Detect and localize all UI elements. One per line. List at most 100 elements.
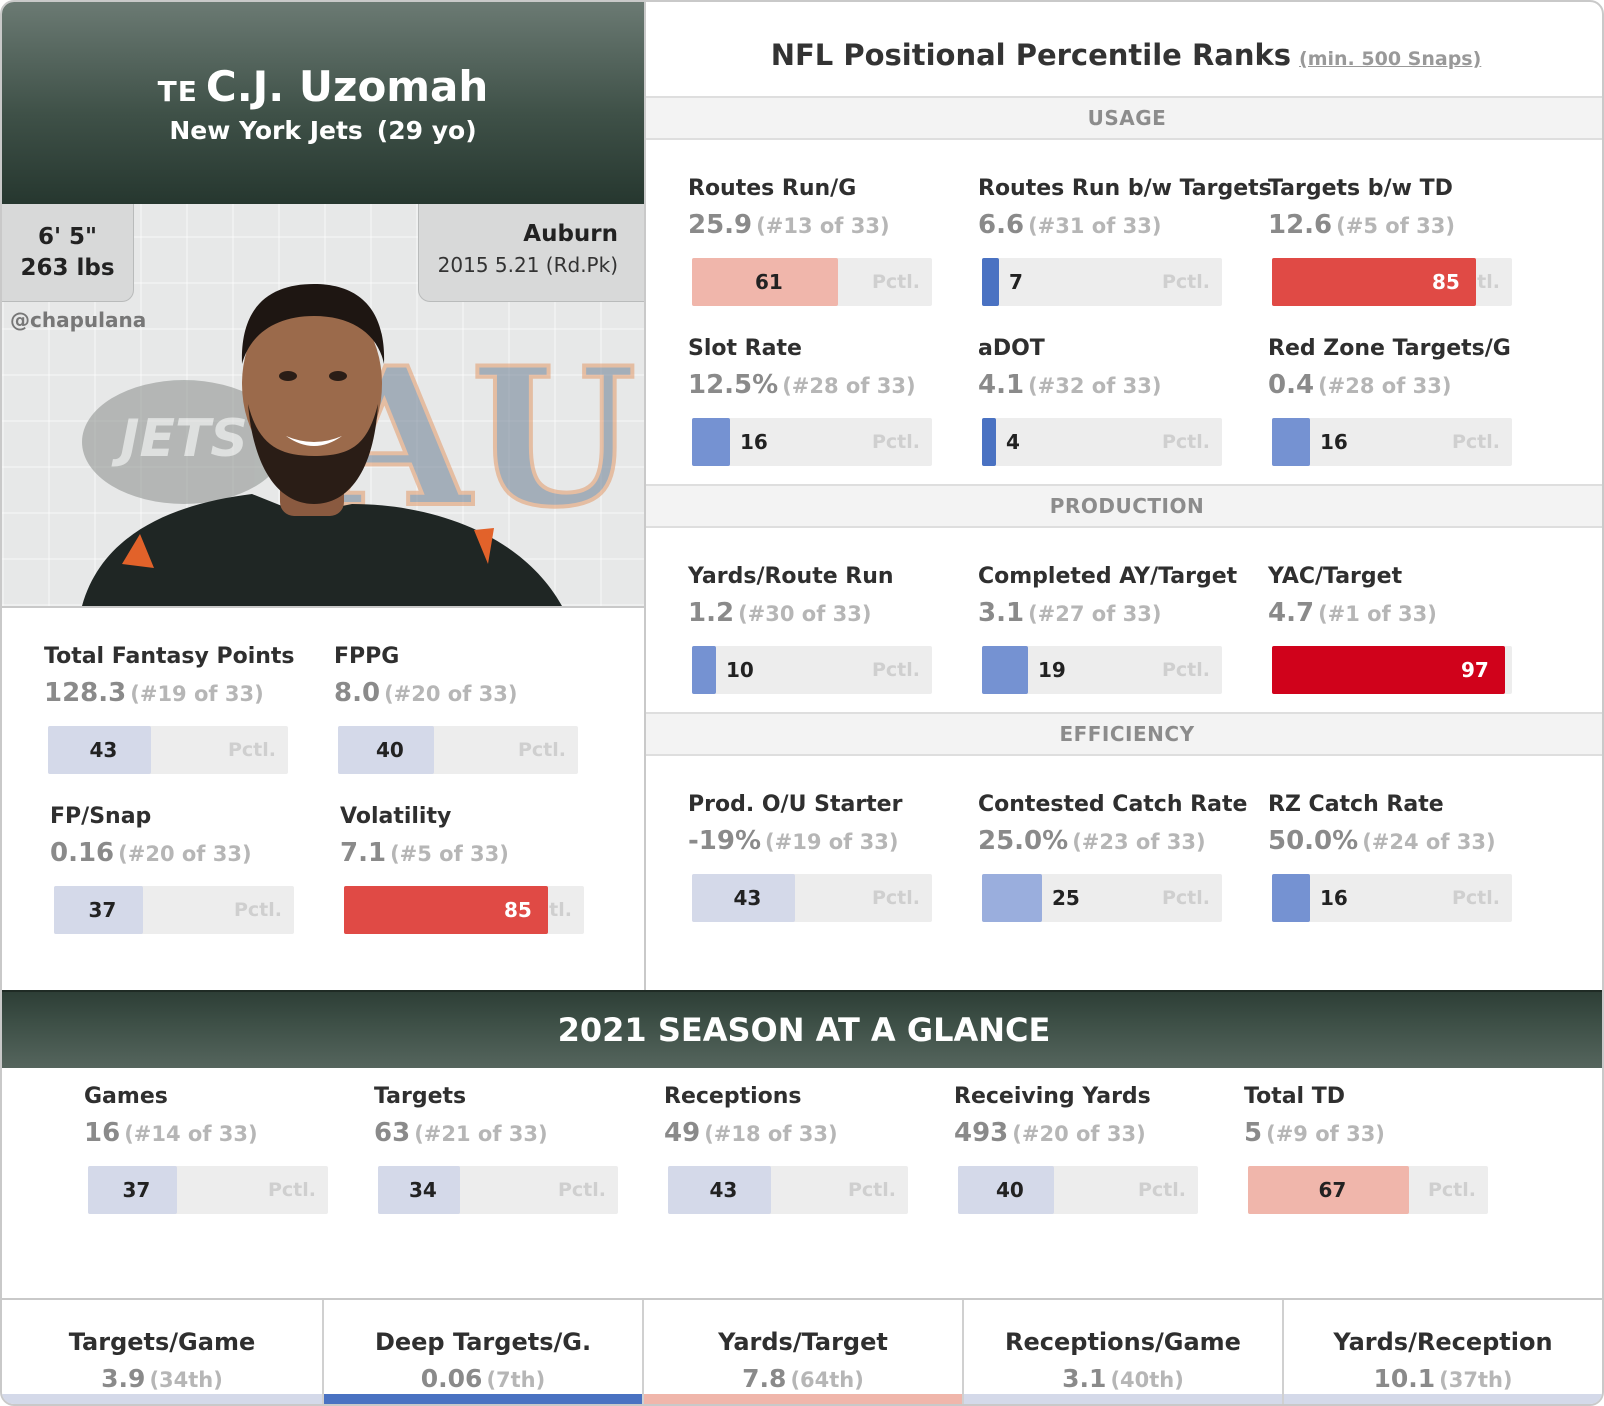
metric-widget: Slot Rate 12.5% (#28 of 33) Pctl. 16 bbox=[688, 336, 938, 466]
metric-value-line: 12.6 (#5 of 33) bbox=[1268, 210, 1455, 240]
percentile-bar: Pctl. 40 bbox=[338, 726, 578, 774]
metric-value-line: 49 (#18 of 33) bbox=[664, 1118, 838, 1148]
metric-label: Red Zone Targets/G bbox=[1268, 336, 1511, 361]
rate-stat-value: 3.1 bbox=[1062, 1364, 1107, 1393]
section-header-usage: USAGE bbox=[646, 96, 1602, 140]
metric-value: 3.1 bbox=[978, 598, 1025, 628]
percentile-value: 67 bbox=[1318, 1178, 1347, 1202]
ranks-title: NFL Positional Percentile Ranks bbox=[770, 38, 1292, 72]
percentile-bar: Pctl. 34 bbox=[378, 1166, 618, 1214]
metric-value-line: -19% (#19 of 33) bbox=[688, 826, 898, 856]
metric-rank: (#30 of 33) bbox=[738, 602, 872, 626]
metric-value: 4.1 bbox=[978, 370, 1025, 400]
rate-stat-color-bar bbox=[644, 1394, 962, 1404]
percentile-bar: Pctl. 61 bbox=[692, 258, 932, 306]
metric-value: 8.0 bbox=[334, 678, 381, 708]
metric-label: Routes Run b/w Targets bbox=[978, 176, 1272, 201]
player-photo-area: JETS AU 6' 5" 263 lbs Au bbox=[2, 204, 644, 606]
metric-value-line: 1.2 (#30 of 33) bbox=[688, 598, 872, 628]
player-photo: JETS AU bbox=[82, 284, 639, 606]
metric-value: 7.1 bbox=[340, 838, 387, 868]
metric-label: Targets b/w TD bbox=[1268, 176, 1453, 201]
metric-label: Receptions bbox=[664, 1084, 802, 1109]
rate-stat-label: Yards/Target bbox=[718, 1328, 888, 1356]
percentile-bar-caption: Pctl. bbox=[517, 739, 566, 761]
percentile-value: 37 bbox=[122, 1178, 151, 1202]
metric-widget: Targets 63 (#21 of 33) Pctl. 34 bbox=[374, 1084, 624, 1214]
percentile-bar-caption: Pctl. bbox=[871, 659, 920, 681]
metric-rank: (#20 of 33) bbox=[1012, 1122, 1146, 1146]
percentile-value: 34 bbox=[409, 1178, 437, 1202]
percentile-bar: Pctl. 43 bbox=[692, 874, 932, 922]
rate-stat-color-bar bbox=[1284, 1394, 1602, 1404]
rate-stat-value-line: 3.9 (34th) bbox=[2, 1364, 322, 1393]
player-age: (29 yo) bbox=[376, 116, 477, 145]
metric-value-line: 6.6 (#31 of 33) bbox=[978, 210, 1162, 240]
rate-stat-value-line: 0.06 (7th) bbox=[324, 1364, 642, 1393]
rate-stat-value: 7.8 bbox=[742, 1364, 787, 1393]
ranks-subtitle-link[interactable]: (min. 500 Snaps) bbox=[1299, 48, 1482, 70]
rate-stat-rank: (64th) bbox=[790, 1368, 864, 1392]
college-tab: Auburn 2015 5.21 (Rd.Pk) bbox=[418, 204, 644, 302]
percentile-ranks-panel: NFL Positional Percentile Ranks (min. 500… bbox=[644, 2, 1602, 990]
metric-label: Completed AY/Target bbox=[978, 564, 1238, 589]
percentile-bar-caption: Pctl. bbox=[1161, 431, 1210, 453]
percentile-bar-fill bbox=[48, 726, 151, 774]
metric-rank: (#21 of 33) bbox=[414, 1122, 548, 1146]
player-team: New York Jets bbox=[169, 116, 363, 145]
percentile-bar-caption: Pctl. bbox=[847, 1179, 896, 1201]
percentile-bar: Pctl. 43 bbox=[668, 1166, 908, 1214]
rate-stat-rank: (40th) bbox=[1110, 1368, 1184, 1392]
rate-stat-rank: (7th) bbox=[486, 1368, 546, 1392]
metric-value: 25.0% bbox=[978, 826, 1069, 856]
metric-label: RZ Catch Rate bbox=[1268, 792, 1444, 817]
percentile-bar-fill bbox=[982, 418, 996, 466]
metric-label: Slot Rate bbox=[688, 336, 802, 361]
metric-widget: Total TD 5 (#9 of 33) Pctl. 67 bbox=[1244, 1084, 1494, 1214]
percentile-bar: Pctl. 25 bbox=[982, 874, 1222, 922]
metric-rank: (#14 of 33) bbox=[124, 1122, 258, 1146]
metric-label: YAC/Target bbox=[1268, 564, 1403, 589]
percentile-bar-caption: Pctl. bbox=[1451, 887, 1500, 909]
rate-stat-color-bar bbox=[964, 1394, 1282, 1404]
metric-widget: Receiving Yards 493 (#20 of 33) Pctl. 40 bbox=[954, 1084, 1204, 1214]
player-height: 6' 5" bbox=[37, 224, 98, 250]
player-header: TE C.J. Uzomah New York Jets (29 yo) bbox=[2, 2, 644, 204]
metric-widget: YAC/Target 4.7(#1 of 33) Pctl.97 bbox=[1268, 564, 1518, 694]
rate-stat-cell: Receptions/Game 3.1 (40th) bbox=[962, 1300, 1282, 1404]
percentile-bar-caption: Pctl. bbox=[871, 431, 920, 453]
metric-value-line: 493 (#20 of 33) bbox=[954, 1118, 1146, 1148]
percentile-bar-caption: Pctl. bbox=[871, 887, 920, 909]
metric-value-line: 50.0% (#24 of 33) bbox=[1268, 826, 1496, 856]
percentile-bar: Pctl.85 bbox=[344, 886, 584, 934]
metric-value-line: 5 (#9 of 33) bbox=[1244, 1118, 1385, 1148]
metric-rank: (#23 of 33) bbox=[1072, 830, 1206, 854]
percentile-bar-fill bbox=[958, 1166, 1054, 1214]
percentile-value: 16 bbox=[740, 430, 768, 454]
percentile-bar: Pctl.85 bbox=[1272, 258, 1512, 306]
metric-value-line: 63 (#21 of 33) bbox=[374, 1118, 548, 1148]
rate-stat-value: 0.06 bbox=[420, 1364, 483, 1393]
metric-widget: Red Zone Targets/G 0.4 (#28 of 33) Pctl. 16 bbox=[1268, 336, 1518, 466]
percentile-bar-caption: Pctl. bbox=[233, 899, 282, 921]
metric-rank: (#5 of 33) bbox=[1336, 214, 1455, 238]
metric-widget: Receptions 49 (#18 of 33) Pctl. 43 bbox=[664, 1084, 914, 1214]
metric-value-line: 0.16 (#20 of 33) bbox=[50, 838, 252, 868]
metric-widget: FP/Snap 0.16 (#20 of 33) Pctl. 37 bbox=[50, 804, 300, 934]
rate-stat-cell: Targets/Game 3.9 (34th) bbox=[2, 1300, 322, 1404]
metric-label: Total Fantasy Points bbox=[44, 644, 295, 669]
rate-stat-label: Yards/Reception bbox=[1333, 1328, 1553, 1356]
team-logo-text: JETS bbox=[111, 409, 248, 469]
percentile-bar: Pctl.97 bbox=[1272, 646, 1512, 694]
metric-rank: (#19 of 33) bbox=[130, 682, 264, 706]
metric-value: -19% bbox=[688, 826, 762, 856]
percentile-bar: Pctl. 37 bbox=[88, 1166, 328, 1214]
rate-stat-value-line: 10.1 (37th) bbox=[1284, 1364, 1602, 1393]
section-header-production: PRODUCTION bbox=[646, 484, 1602, 528]
ranks-title-line: NFL Positional Percentile Ranks (min. 500… bbox=[646, 38, 1602, 72]
percentile-bar-fill bbox=[1272, 874, 1310, 922]
season-header: 2021 SEASON AT A GLANCE bbox=[2, 990, 1602, 1068]
season-stats-panel: Games 16 (#14 of 33) Pctl. 37 Targets 63 (#21 o… bbox=[2, 1068, 1602, 1298]
rate-stat-label: Receptions/Game bbox=[1005, 1328, 1241, 1356]
